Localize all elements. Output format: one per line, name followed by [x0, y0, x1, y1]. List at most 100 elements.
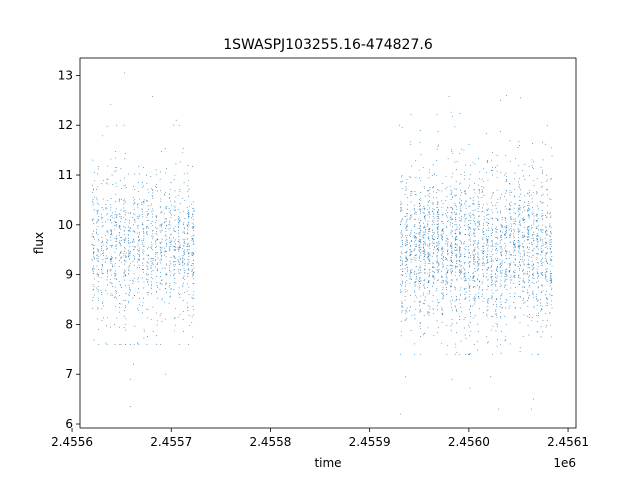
- data-point: [437, 234, 439, 236]
- data-point: [468, 261, 470, 263]
- data-point: [93, 236, 94, 238]
- data-point: [536, 178, 538, 180]
- data-point: [418, 273, 419, 274]
- data-point: [114, 272, 116, 274]
- data-point: [477, 221, 479, 223]
- data-point: [472, 251, 474, 253]
- data-point: [157, 257, 159, 259]
- data-point: [433, 335, 435, 337]
- data-point: [510, 275, 512, 277]
- data-point: [447, 254, 449, 256]
- data-point: [510, 225, 512, 227]
- data-point: [179, 161, 181, 163]
- data-point: [152, 278, 154, 280]
- data-point: [401, 302, 403, 304]
- data-point: [495, 330, 497, 332]
- data-point: [505, 284, 507, 286]
- data-point: [123, 185, 125, 187]
- data-point: [540, 186, 542, 188]
- data-point: [451, 252, 453, 254]
- data-point: [490, 260, 492, 262]
- data-point: [450, 217, 452, 218]
- data-point: [428, 201, 430, 203]
- data-point: [529, 209, 530, 211]
- data-point: [424, 261, 426, 263]
- data-point: [514, 286, 516, 288]
- data-point: [460, 204, 462, 206]
- data-point: [141, 208, 143, 210]
- data-point: [155, 216, 157, 218]
- data-point: [424, 234, 426, 236]
- data-point: [496, 259, 498, 261]
- data-point: [544, 231, 546, 233]
- data-point: [528, 239, 530, 241]
- data-point: [476, 261, 478, 262]
- data-point: [423, 234, 425, 235]
- data-point: [164, 218, 166, 220]
- data-point: [492, 230, 494, 232]
- data-point: [413, 225, 415, 227]
- data-point: [183, 275, 185, 277]
- data-point: [465, 200, 467, 202]
- data-point: [419, 269, 421, 271]
- data-point: [183, 311, 185, 313]
- data-point: [467, 233, 469, 235]
- data-point: [549, 226, 551, 227]
- data-point: [96, 202, 98, 204]
- data-point: [464, 221, 466, 223]
- data-point: [542, 290, 544, 292]
- data-point: [505, 226, 507, 228]
- data-point: [405, 281, 407, 283]
- data-point: [513, 218, 515, 220]
- data-point: [404, 268, 406, 270]
- data-point: [414, 236, 416, 237]
- data-point: [443, 295, 444, 296]
- data-point: [123, 124, 125, 126]
- data-point: [188, 256, 190, 258]
- data-point: [482, 237, 484, 239]
- data-point: [115, 194, 117, 195]
- data-point: [495, 276, 496, 278]
- data-point: [111, 264, 113, 266]
- points-layer: [91, 72, 553, 415]
- data-point: [419, 311, 420, 313]
- data-point: [164, 194, 166, 196]
- data-point: [110, 209, 112, 211]
- data-point: [400, 256, 401, 258]
- data-point: [513, 178, 515, 180]
- data-point: [405, 260, 407, 262]
- data-point: [500, 246, 502, 248]
- data-point: [424, 215, 426, 216]
- data-point: [175, 257, 177, 259]
- data-point: [527, 213, 529, 215]
- data-point: [188, 210, 190, 212]
- data-point: [96, 210, 98, 212]
- data-point: [406, 212, 408, 214]
- data-point: [142, 224, 144, 226]
- data-point: [411, 314, 413, 316]
- data-point: [419, 326, 421, 327]
- data-point: [130, 406, 132, 408]
- data-point: [533, 307, 535, 309]
- data-point: [522, 218, 524, 220]
- data-point: [429, 269, 430, 271]
- data-point: [496, 270, 498, 272]
- data-point: [464, 190, 465, 192]
- data-point: [508, 307, 510, 309]
- data-point: [427, 209, 429, 211]
- data-point: [447, 238, 448, 240]
- data-point: [446, 281, 448, 283]
- data-point: [98, 250, 99, 252]
- data-point: [402, 281, 403, 283]
- data-point: [441, 307, 443, 309]
- data-point: [110, 239, 112, 241]
- data-point: [414, 291, 416, 293]
- data-point: [419, 243, 421, 245]
- data-point: [179, 203, 181, 205]
- data-point: [524, 219, 526, 220]
- data-point: [428, 230, 430, 232]
- data-point: [504, 307, 506, 309]
- data-point: [414, 232, 416, 234]
- data-point: [170, 234, 171, 236]
- data-point: [177, 195, 179, 197]
